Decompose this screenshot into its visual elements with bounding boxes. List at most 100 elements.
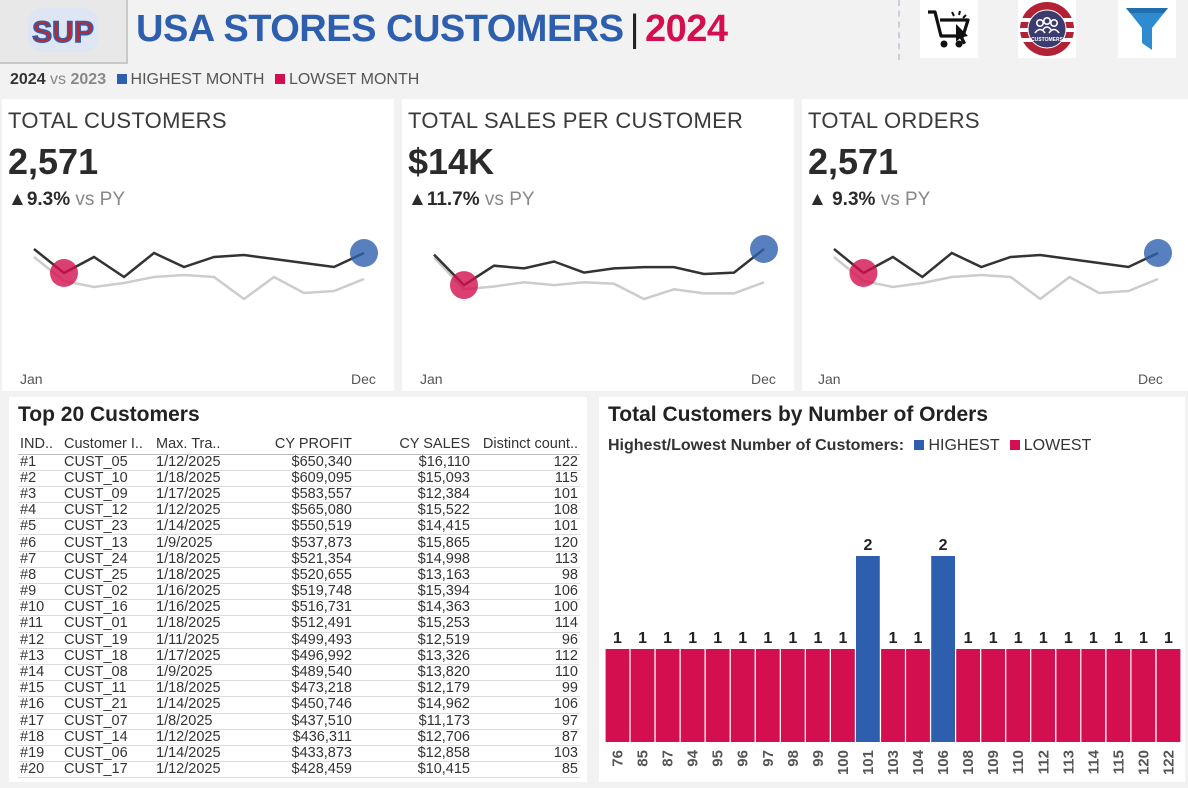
kpi-delta: ▲11.7% vs PY bbox=[408, 189, 535, 211]
cy-series-line bbox=[433, 248, 765, 287]
table-cell: 1/14/2025 bbox=[154, 518, 244, 536]
table-cell: 1/16/2025 bbox=[154, 599, 244, 617]
table-row[interactable]: #17 CUST_07 1/8/2025 $437,510 $11,173 97 bbox=[18, 713, 580, 730]
bar-data-label: 1 bbox=[663, 630, 672, 647]
kpi-card-total-customers[interactable]: TOTAL CUSTOMERS 2,571 ▲9.3% vs PY Jan De… bbox=[2, 99, 394, 391]
table-cell: $12,384 bbox=[354, 486, 472, 504]
table-cell: 1/18/2025 bbox=[154, 470, 244, 487]
table-row[interactable]: #3 CUST_09 1/17/2025 $583,557 $12,384 101 bbox=[18, 486, 580, 504]
top-customers-table: IND.. Customer I.. Max. Tra.. CY PROFIT … bbox=[18, 435, 580, 779]
column-header[interactable]: Customer I.. bbox=[62, 435, 154, 455]
table-row[interactable]: #13 CUST_18 1/17/2025 $496,992 $13,326 112 bbox=[18, 648, 580, 665]
table-cell: 101 bbox=[472, 486, 580, 504]
chart-legend-highest-swatch bbox=[914, 440, 925, 450]
table-cell: 110 bbox=[472, 664, 580, 682]
header-divider bbox=[898, 0, 900, 60]
kpi-delta: ▲9.3% vs PY bbox=[8, 189, 125, 211]
kpi-sparkline[interactable] bbox=[2, 229, 394, 349]
table-header-row: IND.. Customer I.. Max. Tra.. CY PROFIT … bbox=[18, 435, 580, 455]
table-row[interactable]: #20 CUST_17 1/12/2025 $428,459 $10,415 85 bbox=[18, 761, 580, 779]
table-cell: 1/18/2025 bbox=[154, 615, 244, 633]
table-row[interactable]: #19 CUST_06 1/14/2025 $433,873 $12,858 103 bbox=[18, 745, 580, 763]
table-row[interactable]: #9 CUST_02 1/16/2025 $519,748 $15,394 106 bbox=[18, 583, 580, 601]
table-cell: $13,326 bbox=[354, 648, 472, 665]
table-row[interactable]: #15 CUST_11 1/18/2025 $473,218 $12,179 99 bbox=[18, 680, 580, 698]
x-tick-label: 96 bbox=[735, 750, 752, 767]
table-row[interactable]: #14 CUST_08 1/9/2025 $489,540 $13,820 110 bbox=[18, 664, 580, 682]
column-header[interactable]: CY PROFIT bbox=[244, 435, 354, 455]
table-row[interactable]: #11 CUST_01 1/18/2025 $512,491 $15,253 114 bbox=[18, 615, 580, 633]
column-header[interactable]: IND.. bbox=[18, 435, 62, 455]
bar-data-label: 1 bbox=[989, 630, 998, 647]
bar-data-label: 1 bbox=[613, 630, 622, 647]
bar-data-label: 1 bbox=[1139, 630, 1148, 647]
table-cell: CUST_19 bbox=[62, 632, 154, 649]
filter-button[interactable] bbox=[1118, 0, 1176, 58]
table-cell: $583,557 bbox=[244, 486, 354, 504]
table-cell: $12,858 bbox=[354, 745, 472, 763]
table-cell: $519,748 bbox=[244, 583, 354, 601]
bar bbox=[805, 649, 830, 742]
table-row[interactable]: #8 CUST_25 1/18/2025 $520,655 $13,163 98 bbox=[18, 567, 580, 585]
x-tick-label: 115 bbox=[1110, 750, 1127, 774]
bar-data-label: 1 bbox=[964, 630, 973, 647]
logo-box[interactable]: SUP bbox=[0, 0, 128, 64]
table-cell: 1/18/2025 bbox=[154, 567, 244, 585]
table-row[interactable]: #4 CUST_12 1/12/2025 $565,080 $15,522 108 bbox=[18, 502, 580, 520]
x-tick-label: 87 bbox=[660, 750, 677, 767]
table-cell: #9 bbox=[18, 583, 62, 601]
legend-lowest-label: LOWSET MONTH bbox=[288, 71, 420, 88]
column-header[interactable]: Max. Tra.. bbox=[154, 435, 244, 455]
kpi-card-total-orders[interactable]: TOTAL ORDERS 2,571 ▲ 9.3% vs PY Jan Dec bbox=[802, 99, 1188, 391]
table-row[interactable]: #16 CUST_21 1/14/2025 $450,746 $14,962 106 bbox=[18, 696, 580, 714]
x-tick-label: 97 bbox=[760, 750, 777, 767]
bar-data-label: 1 bbox=[1064, 630, 1073, 647]
table-cell: CUST_10 bbox=[62, 470, 154, 487]
kpi-sparkline[interactable] bbox=[402, 229, 794, 349]
x-tick-label: 109 bbox=[985, 750, 1002, 775]
table-cell: $10,415 bbox=[354, 761, 472, 779]
table-cell: 1/18/2025 bbox=[154, 680, 244, 698]
table-cell: 99 bbox=[472, 680, 580, 698]
table-row[interactable]: #10 CUST_16 1/16/2025 $516,731 $14,363 100 bbox=[18, 599, 580, 617]
kpi-sparkline[interactable] bbox=[802, 229, 1188, 349]
table-row[interactable]: #2 CUST_10 1/18/2025 $609,095 $15,093 115 bbox=[18, 470, 580, 487]
table-row[interactable]: #7 CUST_24 1/18/2025 $521,354 $14,998 113 bbox=[18, 551, 580, 568]
column-header[interactable]: Distinct count.. bbox=[472, 435, 580, 455]
cart-button[interactable] bbox=[920, 0, 978, 58]
table-row[interactable]: #12 CUST_19 1/11/2025 $499,493 $12,519 96 bbox=[18, 632, 580, 649]
table-cell: CUST_06 bbox=[62, 745, 154, 763]
kpi-delta-value: 11.7% bbox=[426, 189, 480, 210]
table-cell: $489,540 bbox=[244, 664, 354, 682]
table-cell: 100 bbox=[472, 599, 580, 617]
kpi-delta-suffix: vs PY bbox=[880, 189, 931, 210]
table-cell: $436,311 bbox=[244, 729, 354, 746]
table-cell: 1/17/2025 bbox=[154, 486, 244, 504]
kpi-title: TOTAL CUSTOMERS bbox=[8, 108, 227, 133]
table-row[interactable]: #6 CUST_13 1/9/2025 $537,873 $15,865 120 bbox=[18, 534, 580, 552]
kpi-delta-value: 9.3% bbox=[26, 189, 71, 210]
table-cell: #8 bbox=[18, 567, 62, 585]
orders-bar-chart[interactable]: 1 76 1 85 1 87 1 94 1 95 1 96 1 97 1 98 1 99 1 100 2 101 1 103 1… bbox=[599, 397, 1185, 782]
table-cell: CUST_24 bbox=[62, 551, 154, 568]
table-cell: CUST_09 bbox=[62, 486, 154, 504]
table-cell: 103 bbox=[472, 745, 580, 763]
table-row[interactable]: #1 CUST_05 1/12/2025 $650,340 $16,110 122 bbox=[18, 454, 580, 471]
x-tick-label: 100 bbox=[835, 750, 852, 775]
kpi-value: 2,571 bbox=[8, 141, 99, 182]
x-tick-label: 99 bbox=[810, 750, 827, 767]
x-tick-label: 106 bbox=[935, 750, 952, 775]
table-cell: CUST_16 bbox=[62, 599, 154, 617]
kpi-card-sales-per-customer[interactable]: TOTAL SALES PER CUSTOMER $14K ▲11.7% vs … bbox=[402, 99, 794, 391]
table-row[interactable]: #18 CUST_14 1/12/2025 $436,311 $12,706 87 bbox=[18, 729, 580, 746]
lowest-month-marker bbox=[849, 259, 878, 287]
highest-month-marker bbox=[350, 239, 378, 267]
column-header[interactable]: CY SALES bbox=[354, 435, 472, 455]
table-cell: 114 bbox=[472, 615, 580, 633]
x-tick-label: 112 bbox=[1035, 750, 1052, 774]
table-cell: 1/12/2025 bbox=[154, 454, 244, 471]
table-row[interactable]: #5 CUST_23 1/14/2025 $550,519 $14,415 101 bbox=[18, 518, 580, 536]
table-cell: CUST_23 bbox=[62, 518, 154, 536]
table-cell: $12,179 bbox=[354, 680, 472, 698]
customers-badge-button[interactable]: CUSTOMERS bbox=[1018, 0, 1076, 58]
